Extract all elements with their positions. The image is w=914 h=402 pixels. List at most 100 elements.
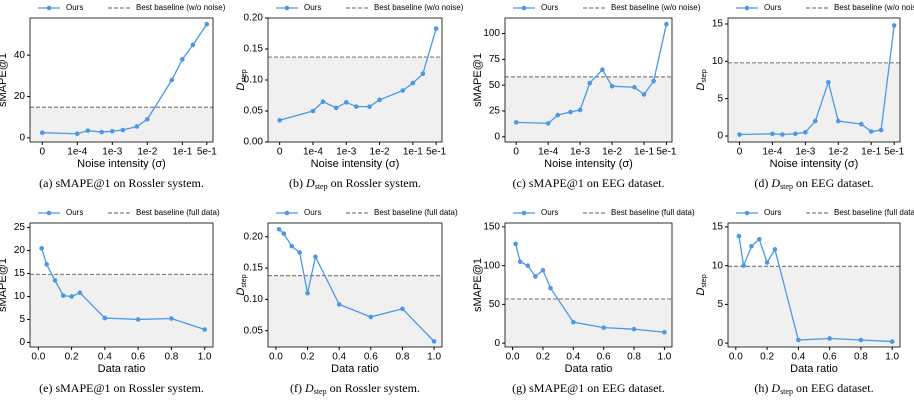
- data-point: [571, 319, 576, 325]
- plot-frame: [29, 222, 214, 348]
- legend-marker: [46, 210, 52, 216]
- y-axis-label-sub: step: [241, 274, 248, 287]
- x-axis-label: Data ratio: [565, 363, 613, 375]
- data-point: [631, 326, 637, 332]
- caption: (c) sMAPE@1 on EEG dataset.: [512, 176, 664, 190]
- legend-label: Best baseline (w/o noise): [611, 3, 701, 12]
- data-point: [803, 129, 808, 135]
- panel: 0.0 0.2 0.4 0.6 0.8 1.0 0 5 10 15 20 25 Ours Best bas…: [0, 208, 220, 395]
- legend: Ours Best baseline (full data): [38, 208, 220, 217]
- y-tick-label: 25: [14, 222, 26, 233]
- y-axis-label: sMAPE@1: [472, 258, 484, 312]
- caption-metric: sMAPE@1: [55, 381, 110, 395]
- data-point: [431, 339, 437, 344]
- caption-text: on Rossler system.: [114, 176, 204, 190]
- x-tick-label: 1e-4: [67, 147, 87, 158]
- x-tick-label: 1e-3: [795, 147, 815, 158]
- y-axis-label-main: sMAPE@1: [0, 258, 9, 312]
- data-point: [796, 337, 801, 343]
- caption-metric: D: [305, 176, 315, 190]
- x-tick-label: 1.0: [427, 352, 441, 363]
- y-tick-label: 5: [19, 314, 25, 325]
- legend-marker: [521, 5, 527, 11]
- y-tick-label: 0.10: [244, 75, 264, 86]
- data-point: [410, 80, 416, 86]
- legend: Ours Best baseline (full data): [736, 208, 914, 217]
- x-tick-label: 1e-1: [861, 147, 881, 158]
- data-point: [52, 278, 58, 283]
- legend-marker: [46, 5, 52, 11]
- legend-label: Ours: [66, 208, 83, 217]
- legend-marker: [521, 210, 527, 216]
- y-axis-label: sMAPE@1: [0, 53, 9, 107]
- x-tick-label: 0.6: [823, 352, 837, 363]
- y-tick-label: 40: [14, 50, 26, 61]
- plot-frame: [267, 17, 443, 143]
- legend-label: Best baseline (w/o noise): [136, 3, 226, 12]
- panel: 0.0 0.2 0.4 0.6 0.8 1.0 0.05 0.10 0.15 0.20 Ours Be…: [235, 208, 458, 396]
- x-tick-label: 1e-2: [602, 147, 622, 158]
- x-tick-label: 0.2: [301, 352, 315, 363]
- legend-marker: [284, 210, 290, 216]
- data-point: [297, 250, 302, 255]
- y-axis-label-main: D: [235, 288, 247, 296]
- caption-text: on Rossler system.: [114, 381, 204, 395]
- caption-metric: D: [770, 381, 780, 395]
- data-point: [190, 42, 196, 48]
- data-point: [60, 293, 66, 298]
- below-baseline-region: [728, 62, 900, 143]
- legend: Ours Best baseline (full data): [276, 208, 458, 217]
- data-point: [277, 118, 282, 123]
- y-tick-label: 50: [489, 80, 501, 91]
- data-point: [343, 100, 349, 105]
- data-point: [74, 131, 80, 137]
- data-point: [513, 120, 519, 125]
- legend-label: Ours: [541, 208, 558, 217]
- y-tick-label: 100: [483, 260, 500, 271]
- y-axis-label-main: sMAPE@1: [472, 53, 484, 107]
- legend-label: Best baseline (full data): [136, 208, 220, 217]
- series-line: [738, 236, 893, 343]
- data-point: [568, 109, 573, 115]
- legend-label: Best baseline (full data): [611, 208, 695, 217]
- data-point: [891, 23, 897, 28]
- x-tick-label: 1e-1: [172, 147, 192, 158]
- y-tick-label: 0: [494, 131, 500, 142]
- x-tick-label: 0: [277, 147, 283, 158]
- y-tick-label: 0.20: [244, 13, 264, 24]
- y-axis-label: Dstep: [235, 274, 248, 295]
- plot-frame: [727, 17, 901, 143]
- legend: Ours Best baseline (w/o noise): [276, 3, 464, 12]
- legend-label: Ours: [764, 208, 781, 217]
- legend-marker: [284, 5, 290, 11]
- y-tick-label: 15: [712, 19, 724, 30]
- data-point: [525, 263, 531, 268]
- x-tick-label: 0.0: [729, 352, 743, 363]
- data-point: [44, 262, 49, 267]
- caption-metric-sub: step: [780, 182, 793, 191]
- x-tick-label: 0.4: [566, 352, 580, 363]
- data-point: [741, 263, 746, 268]
- y-tick-label: 0: [19, 337, 25, 348]
- y-tick-label: 15: [712, 222, 724, 233]
- data-point: [336, 302, 342, 307]
- legend-marker: [744, 5, 750, 11]
- y-tick-label: 15: [14, 268, 26, 279]
- data-point: [320, 99, 326, 104]
- data-point: [858, 121, 864, 127]
- data-point: [793, 131, 798, 137]
- plot-frame: [267, 222, 443, 348]
- data-point: [772, 247, 778, 252]
- data-point: [85, 128, 91, 133]
- y-tick-label: 5: [717, 299, 723, 310]
- caption-label: (h): [754, 381, 768, 395]
- y-axis-label-main: D: [695, 288, 707, 296]
- data-point: [180, 57, 185, 62]
- x-tick-label: 0: [513, 147, 519, 158]
- y-tick-label: 0.15: [244, 44, 264, 55]
- x-tick-label: 0: [39, 147, 45, 158]
- data-point: [99, 129, 105, 135]
- x-tick-label: 0.6: [364, 352, 378, 363]
- x-tick-label: 1e-2: [137, 147, 157, 158]
